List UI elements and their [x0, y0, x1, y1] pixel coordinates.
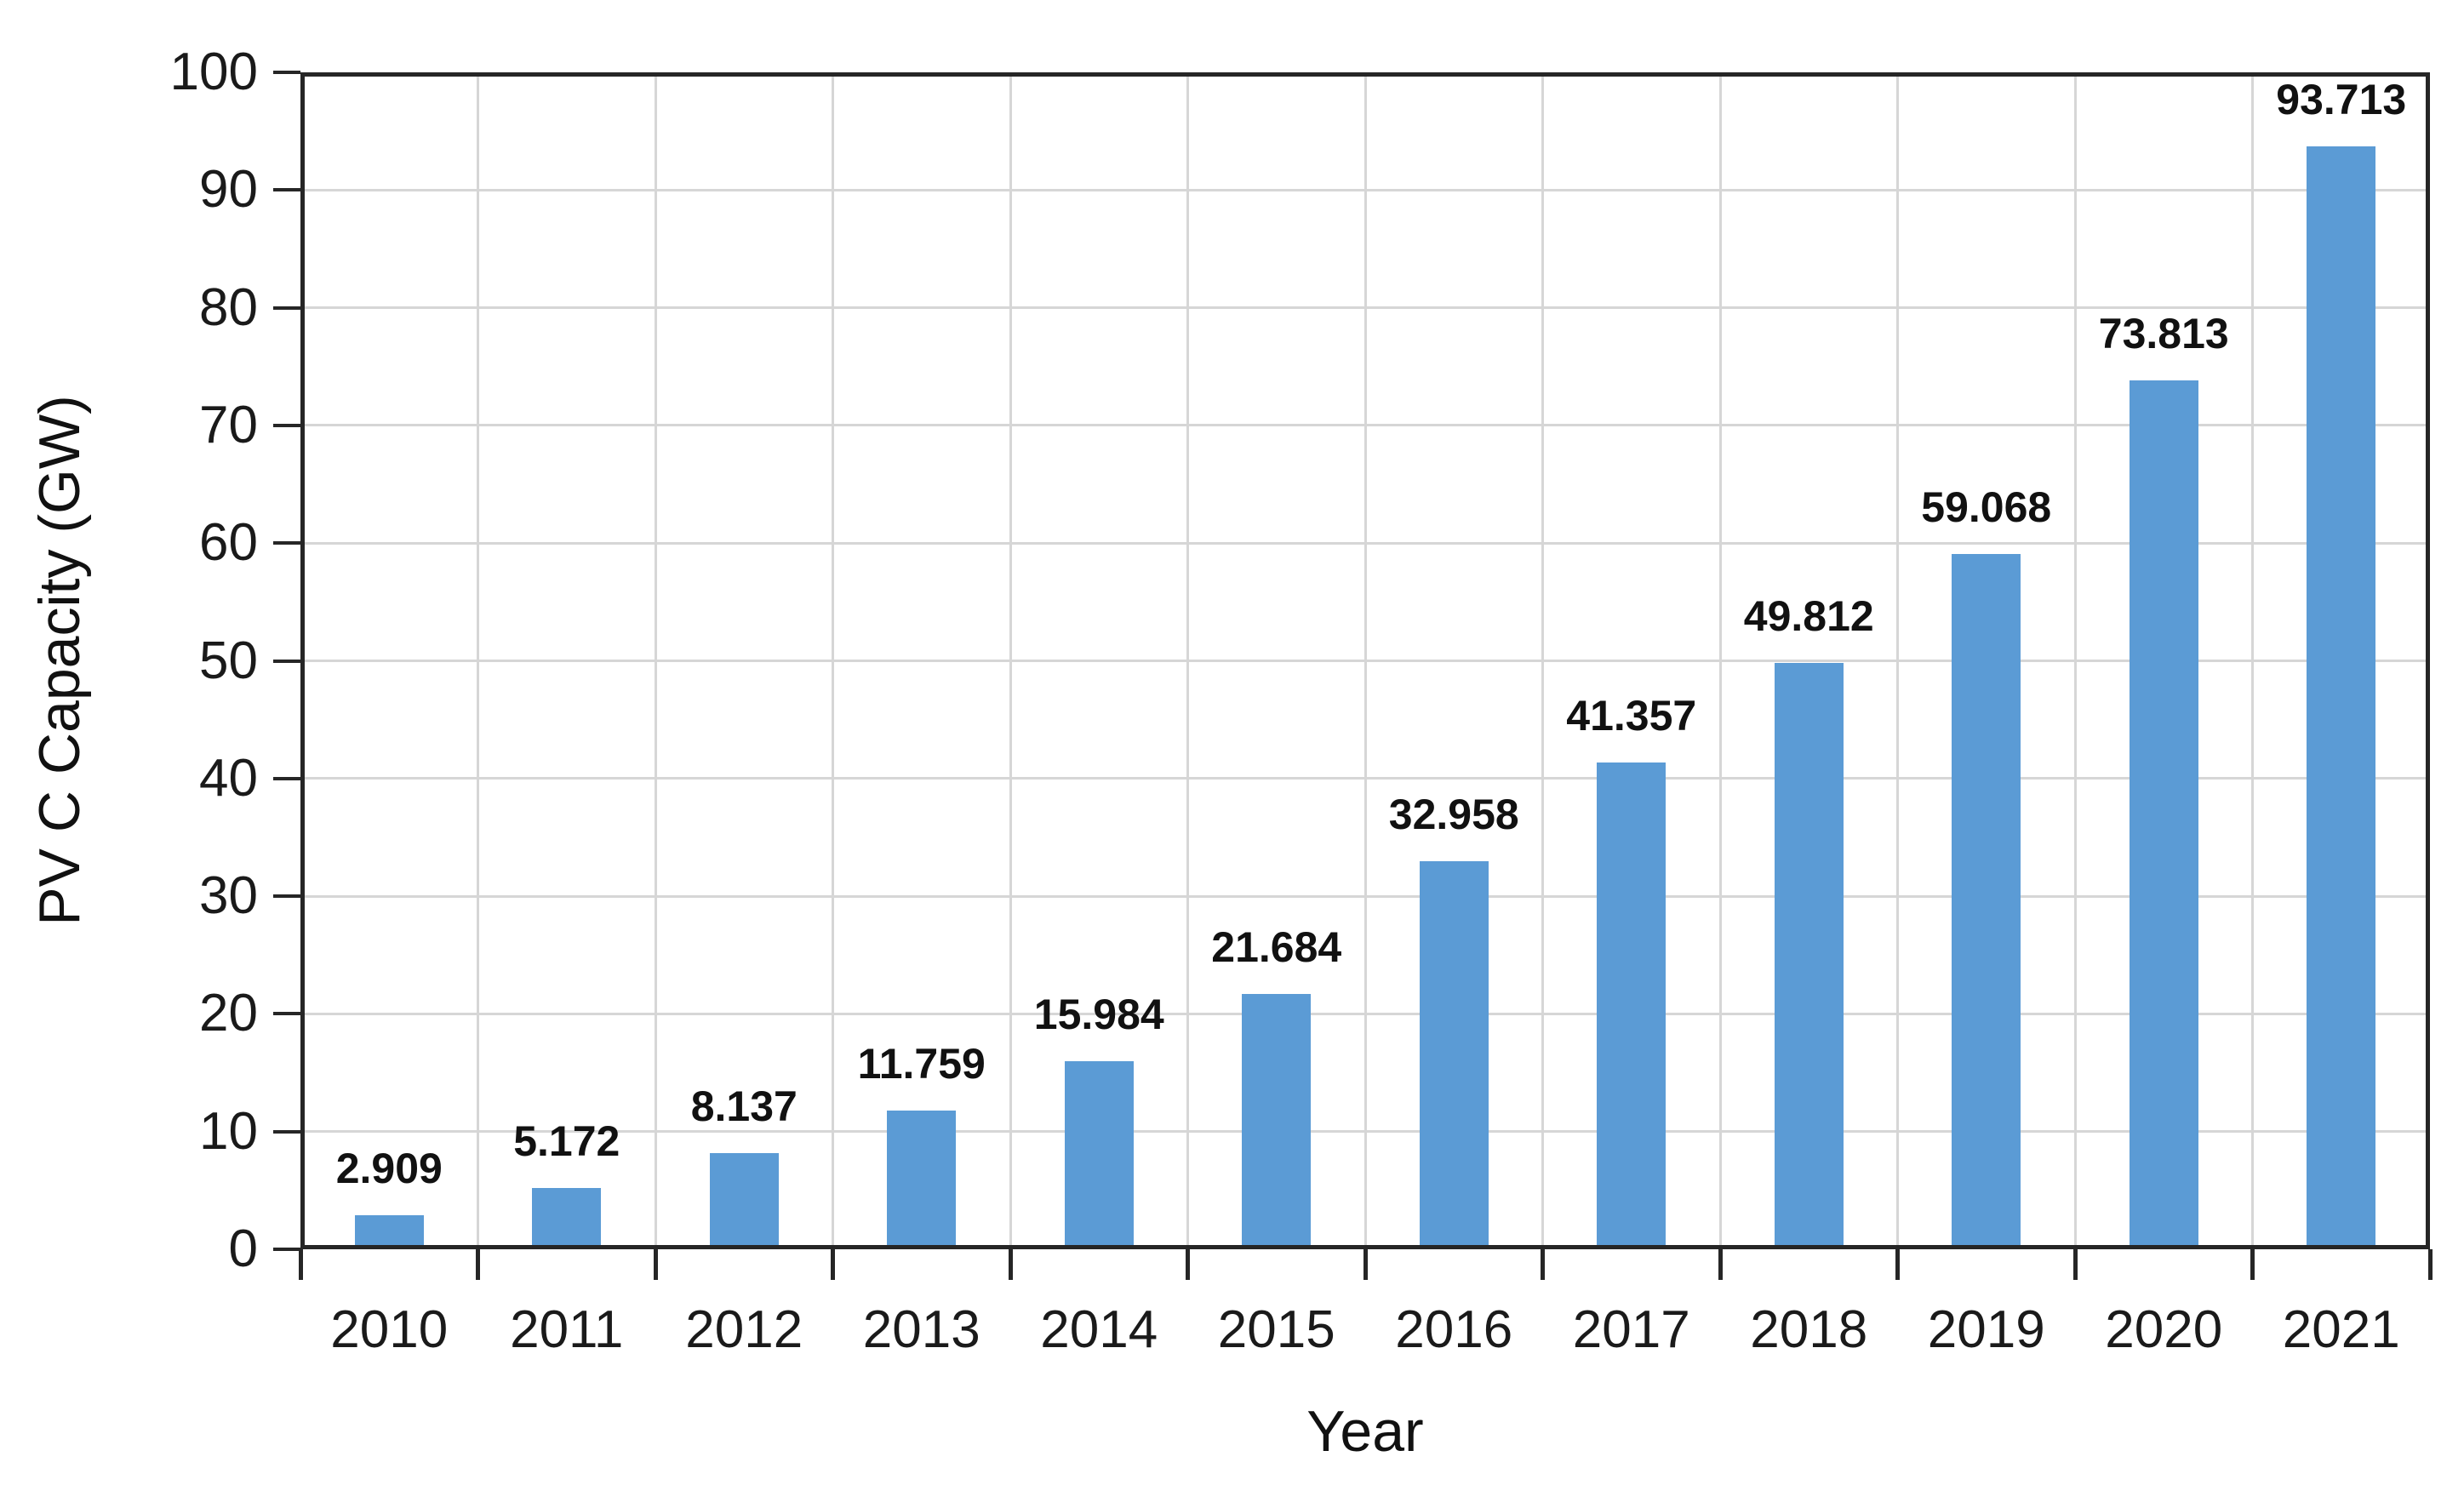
y-tick-label: 70 [199, 395, 258, 454]
x-axis-tick [1363, 1249, 1368, 1280]
x-axis-tick [831, 1249, 835, 1280]
x-axis-tick [298, 1249, 303, 1280]
y-axis-tick [273, 659, 300, 663]
vertical-gridline [1541, 72, 1544, 1249]
y-tick-label: 100 [169, 43, 258, 101]
x-tick-label: 2017 [1572, 1300, 1690, 1359]
plot-border [300, 72, 2430, 1249]
vertical-gridline [1186, 72, 1189, 1249]
bar-value-label: 8.137 [690, 1082, 798, 1131]
vertical-gridline [1363, 72, 1367, 1249]
vertical-gridline [832, 72, 834, 1249]
y-axis-tick [273, 776, 300, 780]
bar-value-label: 11.759 [857, 1040, 986, 1088]
bar-2010 [354, 1214, 424, 1249]
x-tick-label: 2018 [1750, 1300, 1868, 1359]
x-axis-tick [1008, 1249, 1013, 1280]
x-tick-label: 2015 [1217, 1300, 1335, 1359]
x-axis-tick [1718, 1249, 1723, 1280]
x-tick-label: 2013 [862, 1300, 980, 1359]
y-axis-tick [273, 71, 300, 74]
y-axis-tick [273, 1129, 300, 1134]
y-axis-tick [273, 1012, 300, 1016]
bar-value-label: 59.068 [1921, 483, 2052, 532]
x-axis-tick [2427, 1249, 2433, 1280]
bar-value-label: 41.357 [1566, 692, 1697, 740]
x-tick-label: 2021 [2282, 1300, 2400, 1359]
bar-2019 [1952, 554, 2021, 1249]
bar-2013 [887, 1111, 957, 1249]
bar-2020 [2129, 380, 2198, 1249]
y-tick-label: 60 [199, 513, 258, 573]
y-tick-label: 50 [199, 631, 258, 690]
x-axis-tick [653, 1249, 658, 1280]
x-tick-label: 2019 [1927, 1300, 2045, 1359]
vertical-gridline [2251, 72, 2254, 1249]
y-tick-label: 30 [199, 866, 258, 926]
y-axis-tick [273, 894, 300, 899]
bar-value-label: 32.958 [1388, 791, 1519, 839]
y-tick-label: 90 [199, 160, 258, 220]
y-axis-tick [273, 188, 300, 192]
bar-2015 [1242, 994, 1312, 1249]
vertical-gridline [1718, 72, 1722, 1249]
bar-2016 [1419, 861, 1489, 1249]
x-tick-label: 2010 [330, 1300, 449, 1359]
y-axis-tick [273, 541, 300, 545]
y-axis-tick [273, 423, 300, 427]
x-axis-tick [2072, 1249, 2078, 1280]
vertical-gridline [654, 72, 657, 1249]
bar-2012 [709, 1153, 779, 1249]
vertical-gridline [1896, 72, 1899, 1249]
x-tick-label: 2020 [2105, 1300, 2223, 1359]
y-tick-label: 10 [199, 1101, 258, 1161]
y-axis-tick [273, 1248, 300, 1251]
bar-value-label: 73.813 [2098, 310, 2229, 358]
bar-value-label: 2.909 [335, 1144, 443, 1192]
bar-value-label: 5.172 [513, 1117, 620, 1166]
x-tick-label: 2016 [1395, 1300, 1513, 1359]
y-tick-label: 20 [199, 984, 258, 1043]
bar-2017 [1597, 762, 1666, 1249]
x-axis-tick [1895, 1249, 1900, 1280]
bar-2014 [1064, 1060, 1134, 1249]
x-axis-tick [2250, 1249, 2255, 1280]
bar-value-label: 15.984 [1033, 990, 1164, 1038]
x-axis-tick [1186, 1249, 1190, 1280]
vertical-gridline [477, 72, 479, 1249]
vertical-gridline [2073, 72, 2077, 1249]
x-axis-tick [476, 1249, 480, 1280]
y-tick-label: 80 [199, 277, 258, 337]
y-tick-label: 40 [199, 748, 258, 808]
bar-value-label: 21.684 [1211, 923, 1342, 972]
x-tick-label: 2014 [1040, 1300, 1158, 1359]
bar-value-label: 93.713 [2276, 75, 2407, 123]
bar-value-label: 49.812 [1743, 592, 1874, 641]
y-axis-tick [273, 306, 300, 310]
bar-2018 [1774, 663, 1844, 1249]
x-tick-label: 2012 [685, 1300, 803, 1359]
y-tick-label: 0 [228, 1219, 258, 1278]
bar-2021 [2307, 146, 2376, 1249]
bar-2011 [532, 1188, 602, 1249]
x-tick-label: 2011 [510, 1300, 624, 1359]
vertical-gridline [1009, 72, 1012, 1249]
x-axis-title: Year [1306, 1399, 1424, 1464]
x-axis-tick [1541, 1249, 1545, 1280]
